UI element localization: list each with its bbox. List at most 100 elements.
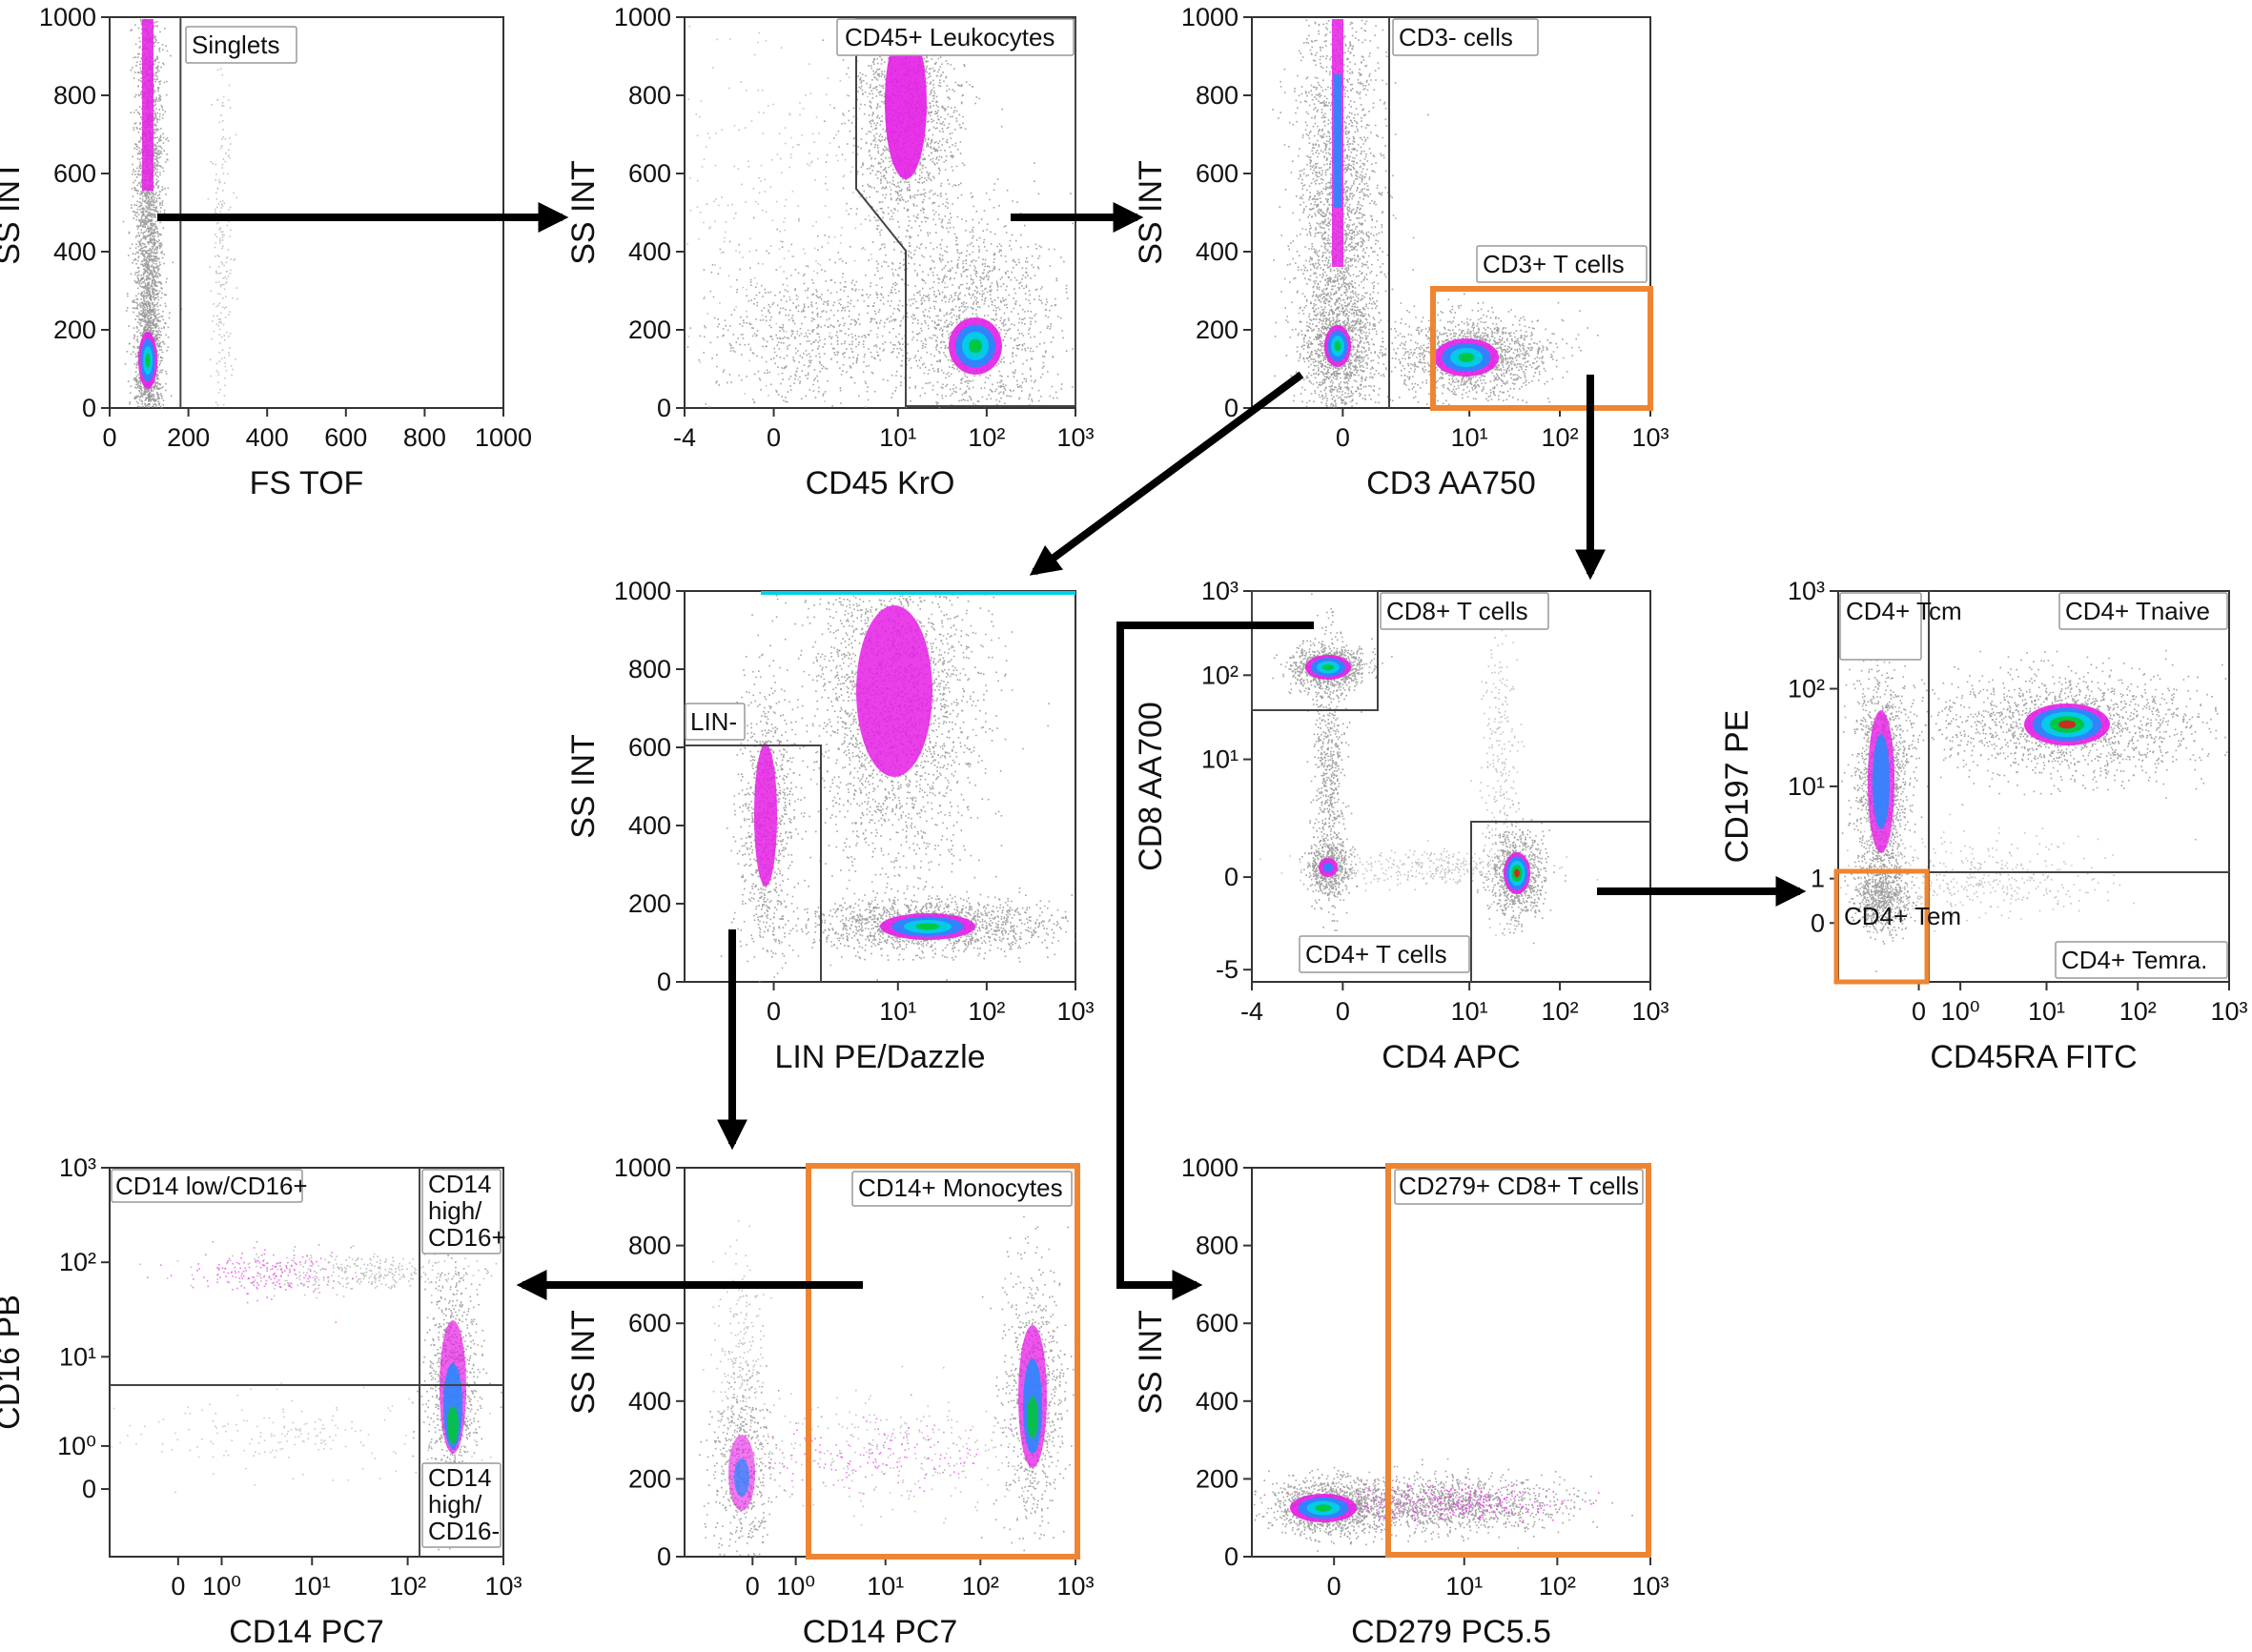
x-tick-label: -4	[673, 423, 696, 452]
event-cloud	[139, 1245, 498, 1299]
x-tick-label: 200	[167, 423, 210, 452]
density-layer	[2058, 720, 2076, 729]
gate-label-box	[851, 1171, 1073, 1207]
density-core	[880, 913, 975, 940]
gate-label-box	[1839, 592, 1922, 661]
y-tick-label: 1000	[614, 1153, 671, 1182]
x-tick-label: 10¹	[879, 423, 916, 452]
x-axis-label: CD14 PC7	[229, 1614, 384, 1650]
density-core	[949, 317, 1002, 375]
y-tick-label: 400	[628, 1387, 671, 1416]
gate-label-text: CD14	[428, 1463, 491, 1492]
y-axis: 0 200 400 600 800 1000	[614, 3, 685, 422]
density-band	[761, 591, 1075, 595]
x-tick-label: -4	[1240, 997, 1263, 1026]
x-tick-label: 10¹	[2028, 997, 2065, 1026]
event-cloud	[1263, 1476, 1633, 1530]
x-tick-label: 0	[767, 423, 781, 452]
y-tick-label: 0	[1224, 1542, 1239, 1571]
x-tick-label: 10²	[1542, 423, 1579, 452]
y-tick-label: 200	[1196, 1464, 1239, 1493]
gate-label-text: CD4+ Tem	[1844, 902, 1961, 930]
panel-p9: 0 10¹ 10² 10³ 0 200 400 600 800 1000 CD279 PC5.5 SS…	[1133, 1153, 1669, 1650]
x-tick-label: 0	[767, 997, 781, 1026]
gate-label-text: LIN-	[690, 707, 737, 736]
x-tick-label: 10³	[1631, 423, 1669, 452]
x-axis: 0 10¹ 10² 10³	[767, 982, 1095, 1026]
x-tick-label: 10³	[1631, 997, 1669, 1026]
panel-p6: 0 10⁰ 10¹ 10² 10³ 0 1 10¹ 10² 10³ CD45RA FITC CD197…	[1719, 577, 2248, 1075]
y-tick-label: 600	[628, 1309, 671, 1337]
x-tick-label: 0	[102, 423, 116, 452]
y-tick-label: 200	[628, 1464, 671, 1493]
x-tick-label: 10³	[1056, 1572, 1094, 1601]
x-tick-label: 10¹	[1451, 423, 1488, 452]
y-tick-label: 200	[53, 316, 96, 344]
y-tick-label: 600	[1196, 159, 1239, 188]
y-axis-label: SS INT	[1133, 1310, 1169, 1415]
y-tick-label: 10²	[1788, 674, 1825, 703]
x-axis: 0 200 400 600 800 1000	[102, 408, 532, 452]
y-tick-label: 1000	[39, 3, 96, 31]
x-tick-label: 0	[1336, 423, 1350, 452]
x-tick-label: 10³	[2210, 997, 2247, 1026]
density-layer	[145, 353, 151, 368]
y-axis-label: SS INT	[0, 160, 27, 265]
gate-label-box	[1380, 592, 1549, 630]
y-axis-label: CD8 AA700	[1133, 702, 1169, 871]
y-tick-label: 400	[1196, 1387, 1239, 1416]
x-tick-label: 0	[1327, 1572, 1341, 1601]
x-axis-label: CD14 PC7	[803, 1614, 958, 1650]
gate-label-text: Singlets	[192, 31, 280, 59]
gate-label-text: CD3+ T cells	[1483, 250, 1625, 278]
gate-label: CD4+ Temra.	[2061, 946, 2207, 974]
x-tick-label: 0	[746, 1572, 760, 1601]
gate-label-text: high/	[428, 1490, 482, 1519]
gate-label-box	[1394, 1169, 1644, 1205]
y-tick-label: 10²	[1201, 661, 1239, 689]
gate-label-text: CD4+ Tcm	[1846, 597, 1962, 625]
x-tick-label: 10¹	[1445, 1572, 1483, 1601]
plot-frame	[1251, 590, 1651, 983]
y-tick-label: 10³	[59, 1153, 96, 1182]
panel-p7: 0 10⁰ 10¹ 10² 10³ 0 10⁰ 10¹ 10² 10³ CD14 PC7 CD16 P…	[0, 1153, 522, 1650]
y-tick-label: 1000	[1181, 3, 1239, 31]
density-core	[734, 1458, 749, 1497]
y-tick-label: 1000	[614, 577, 671, 605]
y-axis: 0 200 400 600 800 1000	[1181, 3, 1252, 422]
panel-p5: -4 0 10¹ 10² 10³ -5 0 10¹ 10² 10³ CD4 APC CD8 AA700…	[1133, 577, 1669, 1075]
x-tick-label: 10³	[1056, 423, 1094, 452]
gate-cd4	[1470, 821, 1650, 982]
gate-label-box	[2055, 941, 2228, 979]
gate-cd279pos	[1385, 1163, 1651, 1558]
density-layer	[1458, 353, 1475, 362]
gate-label-box	[1476, 245, 1648, 283]
density-layer	[1322, 663, 1334, 671]
density-layer	[1315, 1504, 1332, 1512]
gate-label-box	[185, 26, 297, 64]
gate-tem	[1833, 868, 1930, 985]
y-axis: 0 200 400 600 800 1000	[1181, 1153, 1252, 1571]
density-layer	[1514, 868, 1520, 878]
gate-label: CD4+ T cells	[1305, 940, 1447, 969]
x-axis-label: FS TOF	[250, 465, 364, 501]
y-tick-label: 0	[82, 394, 96, 422]
y-axis-label: CD197 PE	[1719, 710, 1755, 864]
y-tick-label: 0	[657, 1542, 671, 1571]
y-tick-label: 400	[1196, 237, 1239, 266]
x-axis-label: CD45 KrO	[806, 465, 955, 501]
event-dots	[139, 1245, 498, 1299]
y-tick-label: 600	[1196, 1309, 1239, 1337]
y-tick-label: 1000	[614, 3, 671, 31]
x-tick-label: 0	[1912, 997, 1926, 1026]
x-axis: 0 10⁰ 10¹ 10² 10³	[1912, 982, 2248, 1026]
density-band	[142, 19, 154, 191]
x-tick-label: 10¹	[1451, 997, 1488, 1026]
gate-label-text: CD4+ Tnaive	[2065, 597, 2210, 625]
event-cloud	[765, 592, 1050, 981]
gate-label: Singlets	[192, 31, 280, 59]
y-tick-label: 10⁰	[57, 1432, 96, 1460]
gate-label-text: CD4+ Temra.	[2061, 946, 2207, 974]
gate-label-text: CD4+ T cells	[1305, 940, 1447, 969]
